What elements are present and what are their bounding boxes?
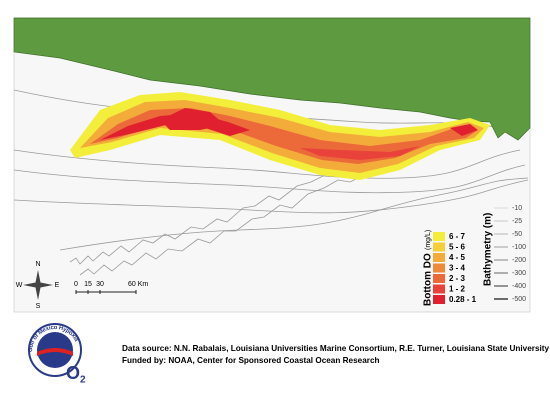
hypoxia-area bbox=[450, 124, 478, 136]
scale-label: 0 bbox=[74, 281, 78, 288]
logo-wave bbox=[37, 348, 73, 356]
hypoxia-zone bbox=[70, 92, 490, 180]
scale-bar: 0 15 30 60 Km bbox=[74, 281, 148, 294]
logo-subscript: 2 bbox=[80, 375, 86, 386]
bathymetry-legend: Bathymetry (m) -10 -25 -50 -100 -200 -300 -400… bbox=[483, 205, 526, 303]
do-label: 0.28 - 1 bbox=[449, 295, 477, 304]
bathymetry-label: -300 bbox=[512, 270, 526, 277]
do-label: 1 - 2 bbox=[449, 285, 466, 294]
land bbox=[13, 17, 531, 141]
hypoxia-area bbox=[160, 108, 225, 130]
compass-w: W bbox=[16, 282, 23, 289]
scale-label: 15 bbox=[84, 281, 92, 288]
do-swatch bbox=[433, 295, 445, 304]
compass-n: N bbox=[35, 261, 40, 268]
compass-s: S bbox=[36, 303, 41, 310]
bathymetry-label: -25 bbox=[512, 218, 522, 225]
hypoxia-area bbox=[300, 146, 420, 160]
logo-symbol: O bbox=[66, 363, 80, 383]
compass-rose bbox=[23, 270, 53, 300]
do-swatch bbox=[433, 274, 445, 283]
scale-label: 30 bbox=[96, 281, 104, 288]
bathymetry-label: -100 bbox=[512, 244, 526, 251]
credits-source: Data source: N.N. Rabalais, Louisiana Un… bbox=[122, 344, 550, 353]
scale-label: 60 Km bbox=[128, 281, 148, 288]
do-swatch bbox=[433, 253, 445, 262]
do-label: 5 - 6 bbox=[449, 243, 466, 252]
scale-line bbox=[75, 290, 137, 294]
do-swatch bbox=[433, 232, 445, 241]
do-swatch bbox=[433, 263, 445, 273]
compass-e: E bbox=[55, 282, 60, 289]
bathymetry-label: -400 bbox=[512, 283, 526, 290]
do-legend: Bottom DO (mg/L) 6 - 7 5 - 64 - 5 3 - 42 -… bbox=[423, 230, 477, 306]
do-label: 4 - 5 bbox=[449, 253, 466, 262]
do-label: 2 - 3 bbox=[449, 274, 466, 283]
logo: Gulf of Mexico Hypoxia O 2 bbox=[27, 323, 86, 386]
bathymetry-label: -500 bbox=[512, 296, 526, 303]
compass: N S E W bbox=[16, 261, 60, 310]
do-swatch bbox=[433, 242, 445, 252]
credits-funding: Funded by: NOAA, Center for Sponsored Co… bbox=[122, 356, 380, 365]
bathymetry-label: -200 bbox=[512, 257, 526, 264]
do-label: 3 - 4 bbox=[449, 264, 466, 273]
do-label: 6 - 7 bbox=[449, 232, 466, 241]
do-legend-title: Bottom DO bbox=[423, 253, 434, 306]
bathymetry-legend-title: Bathymetry (m) bbox=[483, 213, 494, 286]
bathymetry-contours bbox=[13, 89, 529, 276]
bathymetry-label: -10 bbox=[512, 205, 522, 212]
do-legend-unit: (mg/L) bbox=[425, 230, 432, 250]
bathymetry-label: -50 bbox=[512, 231, 522, 238]
do-swatch bbox=[433, 284, 445, 294]
